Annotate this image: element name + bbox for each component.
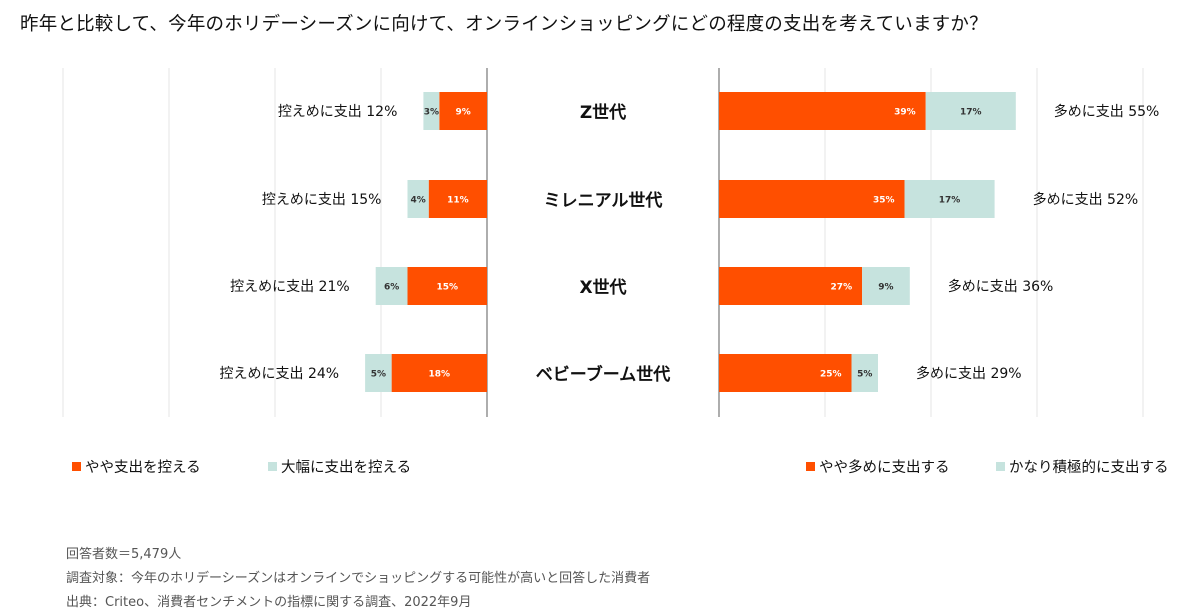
bar-right-orange [719,92,926,130]
footnote-source: 出典：Criteo、消費者センチメントの指標に関する調査、2022年9月 [66,595,472,610]
legend-swatch [806,462,815,471]
bar-left-teal [365,354,392,392]
chart-title: 昨年と比較して、今年のホリデーシーズンに向けて、オンラインショッピングにどの程度… [20,14,988,35]
total-label-left: 控えめに支出 24% [220,366,340,382]
bar-right-orange [719,180,905,218]
data-label-right: 9% [878,283,893,293]
data-label-right: 17% [960,108,982,118]
legend-item-left-1: やや支出を控える [72,456,201,477]
total-label-left: 控えめに支出 15% [262,192,382,208]
legend-swatch [268,462,277,471]
bar-right-teal [904,180,995,218]
legend-item-left-2: 大幅に支出を控える [268,456,411,477]
bar-right-orange [719,267,863,305]
data-label-left: 4% [410,196,425,206]
legend-label: やや支出を控える [85,460,201,476]
bar-left-orange [428,180,487,218]
data-label-right: 25% [820,370,842,380]
legend-item-right-1: やや多めに支出する [806,456,950,477]
bar-right-teal [925,92,1016,130]
total-label-right: 多めに支出 55% [1054,103,1160,120]
total-label-right: 多めに支出 52% [1033,191,1139,208]
bar-left-teal [407,180,429,218]
data-label-right: 39% [894,108,916,118]
data-label-left: 9% [456,108,471,118]
data-label-left: 3% [424,108,439,118]
data-label-right: 35% [873,196,895,206]
total-label-right: 多めに支出 36% [948,278,1054,295]
legend-swatch [996,462,1005,471]
footnote-target: 調査対象：今年のホリデーシーズンはオンラインでショッピングする可能性が高いと回答… [66,571,651,586]
category-label: X世代 [579,277,626,298]
category-label: ミレニアル世代 [544,190,663,211]
data-label-left: 15% [436,283,458,293]
total-label-right: 多めに支出 29% [916,365,1022,382]
bar-left-teal [375,267,408,305]
bar-right-orange [719,354,852,392]
legend-swatch [72,462,81,471]
legend-label: 大幅に支出を控える [281,460,412,476]
total-label-left: 控えめに支出 21% [230,279,350,295]
bar-left-orange [407,267,487,305]
footnote-respondents: 回答者数＝5,479人 [66,547,182,562]
bar-left-orange [439,92,487,130]
bar-left-teal [423,92,440,130]
bar-right-teal [851,354,878,392]
bar-left-orange [391,354,487,392]
data-label-left: 6% [384,283,399,293]
data-label-right: 17% [939,196,961,206]
data-label-left: 5% [371,370,386,380]
total-label-left: 控えめに支出 12% [278,104,398,120]
data-label-right: 27% [831,283,853,293]
category-label: Z世代 [580,102,626,123]
bar-right-teal [862,267,910,305]
data-label-left: 18% [429,370,451,380]
data-label-right: 5% [857,370,872,380]
category-label: ベビーブーム世代 [536,364,670,385]
legend-item-right-2: かなり積極的に支出する [996,456,1169,477]
legend-label: かなり積極的に支出する [1009,460,1169,476]
legend-label: やや多めに支出する [819,460,950,476]
data-label-left: 11% [447,196,469,206]
